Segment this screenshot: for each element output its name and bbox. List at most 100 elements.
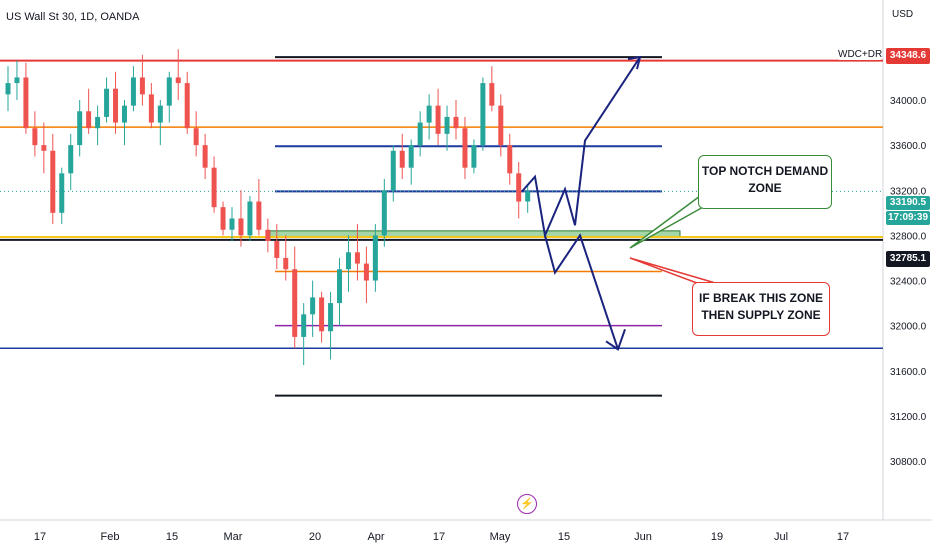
countdown-badge: 17:09:39 [886, 211, 930, 225]
candle-body [32, 128, 38, 146]
candle-body [175, 77, 181, 84]
price-tick-label: 34000.0 [890, 96, 927, 107]
candle-body [417, 122, 423, 146]
candle-body [310, 297, 316, 315]
time-tick-label: Apr [367, 531, 384, 543]
bearish-projection-path [544, 233, 619, 350]
candle-body [363, 263, 369, 281]
candle-body [345, 252, 351, 270]
candle-body [274, 241, 280, 258]
time-tick-label: 17 [837, 531, 849, 543]
candle-body [319, 297, 325, 332]
demand-zone-box [269, 230, 681, 238]
candle-body [507, 145, 513, 174]
time-tick-label: 15 [166, 531, 178, 543]
candle-body [444, 116, 450, 134]
candle-body [462, 128, 468, 168]
wdc-label: WDC+DR [838, 49, 883, 60]
candle-body [516, 173, 522, 202]
candle-body [130, 77, 136, 106]
candle-body [104, 88, 110, 117]
zone-price-badge: 32785.1 [886, 251, 930, 267]
candle-body [283, 257, 289, 270]
time-tick-label: Jun [634, 531, 652, 543]
candle-body [23, 77, 29, 129]
candle-body [50, 150, 56, 213]
candle-body [166, 77, 172, 106]
candle-body [390, 150, 396, 191]
chart-title: US Wall St 30, 1D, OANDA [6, 11, 140, 23]
candle-body [148, 94, 154, 123]
time-tick-label: Feb [101, 531, 120, 543]
time-tick-label: 15 [558, 531, 570, 543]
candle-body [139, 77, 145, 95]
candle-body [328, 303, 334, 332]
candle-body [238, 218, 244, 236]
candle-body [435, 105, 441, 134]
bullish-arrowhead [627, 55, 642, 70]
time-tick-label: Mar [224, 531, 243, 543]
candle-body [86, 111, 92, 129]
supply-callout-line1: IF BREAK THIS ZONE [698, 291, 823, 305]
currency-label: USD [892, 9, 914, 20]
time-tick-label: 17 [433, 531, 445, 543]
candle-body [301, 314, 307, 337]
candle-body [202, 145, 208, 168]
supply-callout-line2: THEN SUPPLY ZONE [701, 308, 821, 322]
candle-body [408, 145, 414, 168]
bearish-arrowhead [605, 328, 626, 351]
price-tick-label: 30800.0 [890, 457, 927, 468]
price-tick-label: 32000.0 [890, 322, 927, 333]
candle-body [14, 77, 20, 84]
candle-body [113, 88, 119, 123]
bullish-projection-path [521, 56, 641, 239]
candle-body [220, 207, 226, 230]
price-tick-label: 32800.0 [890, 231, 927, 242]
candle-body [41, 145, 47, 151]
candle-body [426, 105, 432, 123]
candle-body [68, 145, 74, 174]
candle-body [5, 83, 11, 95]
candle-body [292, 269, 298, 337]
candle-body [498, 105, 504, 146]
candle-body [265, 229, 271, 242]
candle-body [489, 83, 495, 106]
lightning-icon[interactable]: ⚡ [517, 494, 537, 514]
price-tick-label: 31200.0 [890, 412, 927, 423]
demand-callout-line1: TOP NOTCH DEMAND [701, 164, 829, 178]
candle-body [354, 252, 360, 264]
candle-body [256, 201, 262, 230]
demand-callout-line2: ZONE [748, 181, 782, 195]
candle-body [381, 190, 387, 236]
wdc-price-badge: 34348.6 [886, 48, 930, 64]
candle-body [453, 116, 459, 129]
time-tick-label: May [490, 531, 511, 543]
current-price-badge: 33190.5 [886, 196, 930, 210]
candle-body [337, 269, 343, 304]
demand-zone-callout: TOP NOTCH DEMAND ZONE [698, 155, 832, 209]
candle-body [211, 167, 217, 208]
time-tick-label: Jul [774, 531, 788, 543]
candle-body [95, 116, 101, 129]
candle-body [229, 218, 235, 230]
candle-body [121, 105, 127, 123]
candle-body [184, 83, 190, 129]
candle-body [399, 150, 405, 168]
candle-body [471, 145, 477, 168]
candle-body [77, 111, 83, 146]
supply-zone-callout: IF BREAK THIS ZONE THEN SUPPLY ZONE [692, 282, 830, 336]
candle-body [59, 173, 65, 213]
candle-body [157, 105, 163, 123]
price-tick-label: 33600.0 [890, 141, 927, 152]
time-tick-label: 17 [34, 531, 46, 543]
candle-body [193, 128, 199, 146]
price-tick-label: 32400.0 [890, 277, 927, 288]
candle-body [372, 235, 378, 281]
candle-body [247, 201, 253, 236]
time-tick-label: 19 [711, 531, 723, 543]
price-tick-label: 31600.0 [890, 367, 927, 378]
candle-body [480, 83, 486, 146]
price-tick-label: 33200.0 [890, 186, 927, 197]
candle-body [525, 191, 531, 202]
